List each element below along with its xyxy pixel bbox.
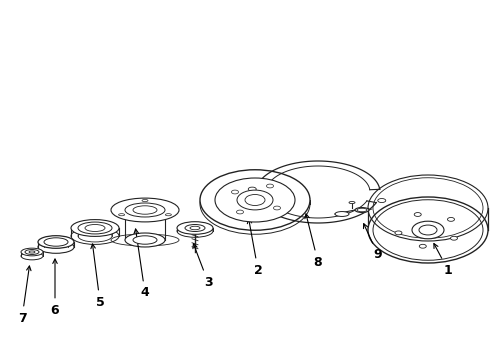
Ellipse shape (368, 197, 488, 263)
Ellipse shape (185, 225, 205, 231)
Ellipse shape (450, 236, 458, 240)
Text: 7: 7 (18, 266, 31, 324)
Ellipse shape (44, 238, 68, 246)
Ellipse shape (25, 249, 39, 255)
Ellipse shape (29, 251, 35, 253)
Text: 4: 4 (134, 229, 149, 300)
Text: 8: 8 (305, 214, 322, 269)
Ellipse shape (273, 206, 280, 210)
Ellipse shape (177, 222, 213, 234)
Ellipse shape (237, 190, 273, 210)
Ellipse shape (419, 225, 437, 235)
Ellipse shape (414, 212, 421, 216)
Ellipse shape (125, 233, 165, 247)
Ellipse shape (357, 208, 367, 212)
Ellipse shape (447, 217, 455, 221)
Ellipse shape (38, 236, 74, 248)
Ellipse shape (142, 199, 148, 202)
Ellipse shape (111, 198, 179, 222)
Ellipse shape (237, 210, 244, 214)
Text: 9: 9 (364, 224, 382, 261)
Ellipse shape (378, 199, 386, 203)
Ellipse shape (190, 226, 200, 230)
Ellipse shape (349, 202, 355, 204)
Ellipse shape (395, 231, 402, 235)
Ellipse shape (78, 222, 112, 234)
Ellipse shape (71, 220, 119, 237)
Ellipse shape (267, 184, 273, 188)
Ellipse shape (119, 214, 124, 216)
Ellipse shape (335, 212, 349, 216)
Text: 5: 5 (91, 244, 104, 309)
Ellipse shape (215, 178, 295, 222)
Text: 3: 3 (193, 244, 212, 288)
Ellipse shape (166, 214, 171, 216)
Text: 2: 2 (247, 219, 262, 276)
Ellipse shape (200, 170, 310, 230)
Ellipse shape (245, 194, 265, 206)
Text: 6: 6 (50, 259, 59, 316)
Ellipse shape (133, 236, 157, 244)
Ellipse shape (412, 221, 444, 239)
Ellipse shape (355, 208, 369, 212)
Text: 1: 1 (434, 244, 452, 276)
Ellipse shape (419, 244, 426, 248)
Ellipse shape (21, 248, 43, 256)
Ellipse shape (248, 187, 256, 191)
Ellipse shape (85, 225, 105, 231)
Ellipse shape (231, 190, 239, 194)
